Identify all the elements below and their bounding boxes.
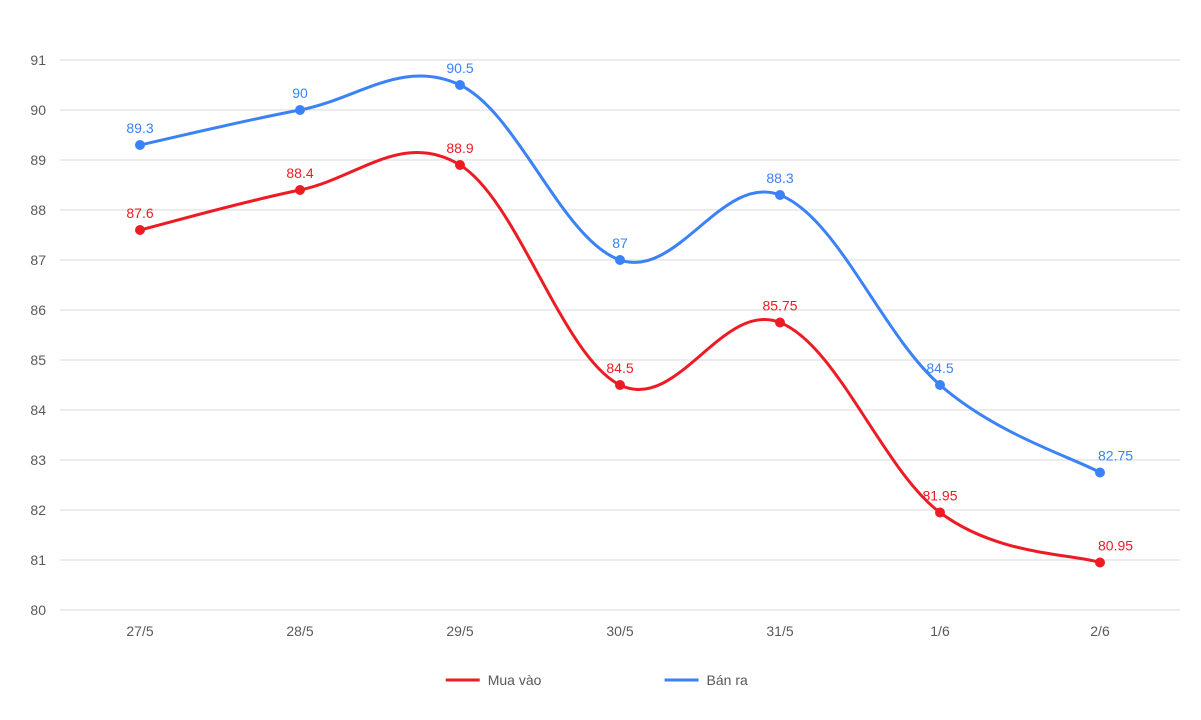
- y-axis-label: 87: [30, 252, 46, 268]
- marker-ban-ra: [135, 140, 145, 150]
- x-axis-label: 2/6: [1090, 623, 1110, 639]
- data-label-ban-ra: 84.5: [926, 360, 953, 376]
- data-label-ban-ra: 82.75: [1098, 448, 1133, 464]
- y-axis-label: 90: [30, 102, 46, 118]
- y-axis-label: 89: [30, 152, 46, 168]
- y-axis-label: 85: [30, 352, 46, 368]
- marker-ban-ra: [935, 380, 945, 390]
- data-label-ban-ra: 88.3: [766, 170, 793, 186]
- y-axis-label: 81: [30, 552, 46, 568]
- x-axis-label: 29/5: [446, 623, 473, 639]
- marker-ban-ra: [455, 80, 465, 90]
- data-label-mua-vao: 80.95: [1098, 538, 1133, 554]
- data-label-ban-ra: 87: [612, 235, 628, 251]
- y-axis-label: 83: [30, 452, 46, 468]
- data-label-ban-ra: 89.3: [126, 120, 153, 136]
- marker-mua-vao: [1095, 558, 1105, 568]
- data-label-mua-vao: 84.5: [606, 360, 633, 376]
- x-axis-label: 28/5: [286, 623, 313, 639]
- x-axis-label: 31/5: [766, 623, 793, 639]
- data-label-mua-vao: 87.6: [126, 205, 153, 221]
- marker-mua-vao: [935, 508, 945, 518]
- legend-label-mua-vao: Mua vào: [488, 672, 542, 688]
- marker-mua-vao: [295, 185, 305, 195]
- data-label-mua-vao: 88.9: [446, 140, 473, 156]
- y-axis-label: 80: [30, 602, 46, 618]
- data-label-mua-vao: 81.95: [922, 488, 957, 504]
- legend-label-ban-ra: Bán ra: [707, 672, 748, 688]
- marker-ban-ra: [1095, 468, 1105, 478]
- y-axis-label: 91: [30, 52, 46, 68]
- marker-mua-vao: [775, 318, 785, 328]
- y-axis-label: 88: [30, 202, 46, 218]
- marker-ban-ra: [615, 255, 625, 265]
- data-label-ban-ra: 90.5: [446, 60, 473, 76]
- y-axis-label: 86: [30, 302, 46, 318]
- line-chart: 80 81 82 83 84 85 86 87 88 89 90 91 27/5 28/5 29/5 30/5…: [0, 0, 1201, 720]
- marker-mua-vao: [455, 160, 465, 170]
- marker-ban-ra: [775, 190, 785, 200]
- data-label-mua-vao: 88.4: [286, 165, 313, 181]
- marker-ban-ra: [295, 105, 305, 115]
- marker-mua-vao: [135, 225, 145, 235]
- data-label-mua-vao: 85.75: [762, 298, 797, 314]
- y-axis-label: 84: [30, 402, 46, 418]
- x-axis-label: 30/5: [606, 623, 633, 639]
- y-axis-label: 82: [30, 502, 46, 518]
- data-label-ban-ra: 90: [292, 85, 308, 101]
- x-axis-label: 27/5: [126, 623, 153, 639]
- marker-mua-vao: [615, 380, 625, 390]
- x-axis-label: 1/6: [930, 623, 950, 639]
